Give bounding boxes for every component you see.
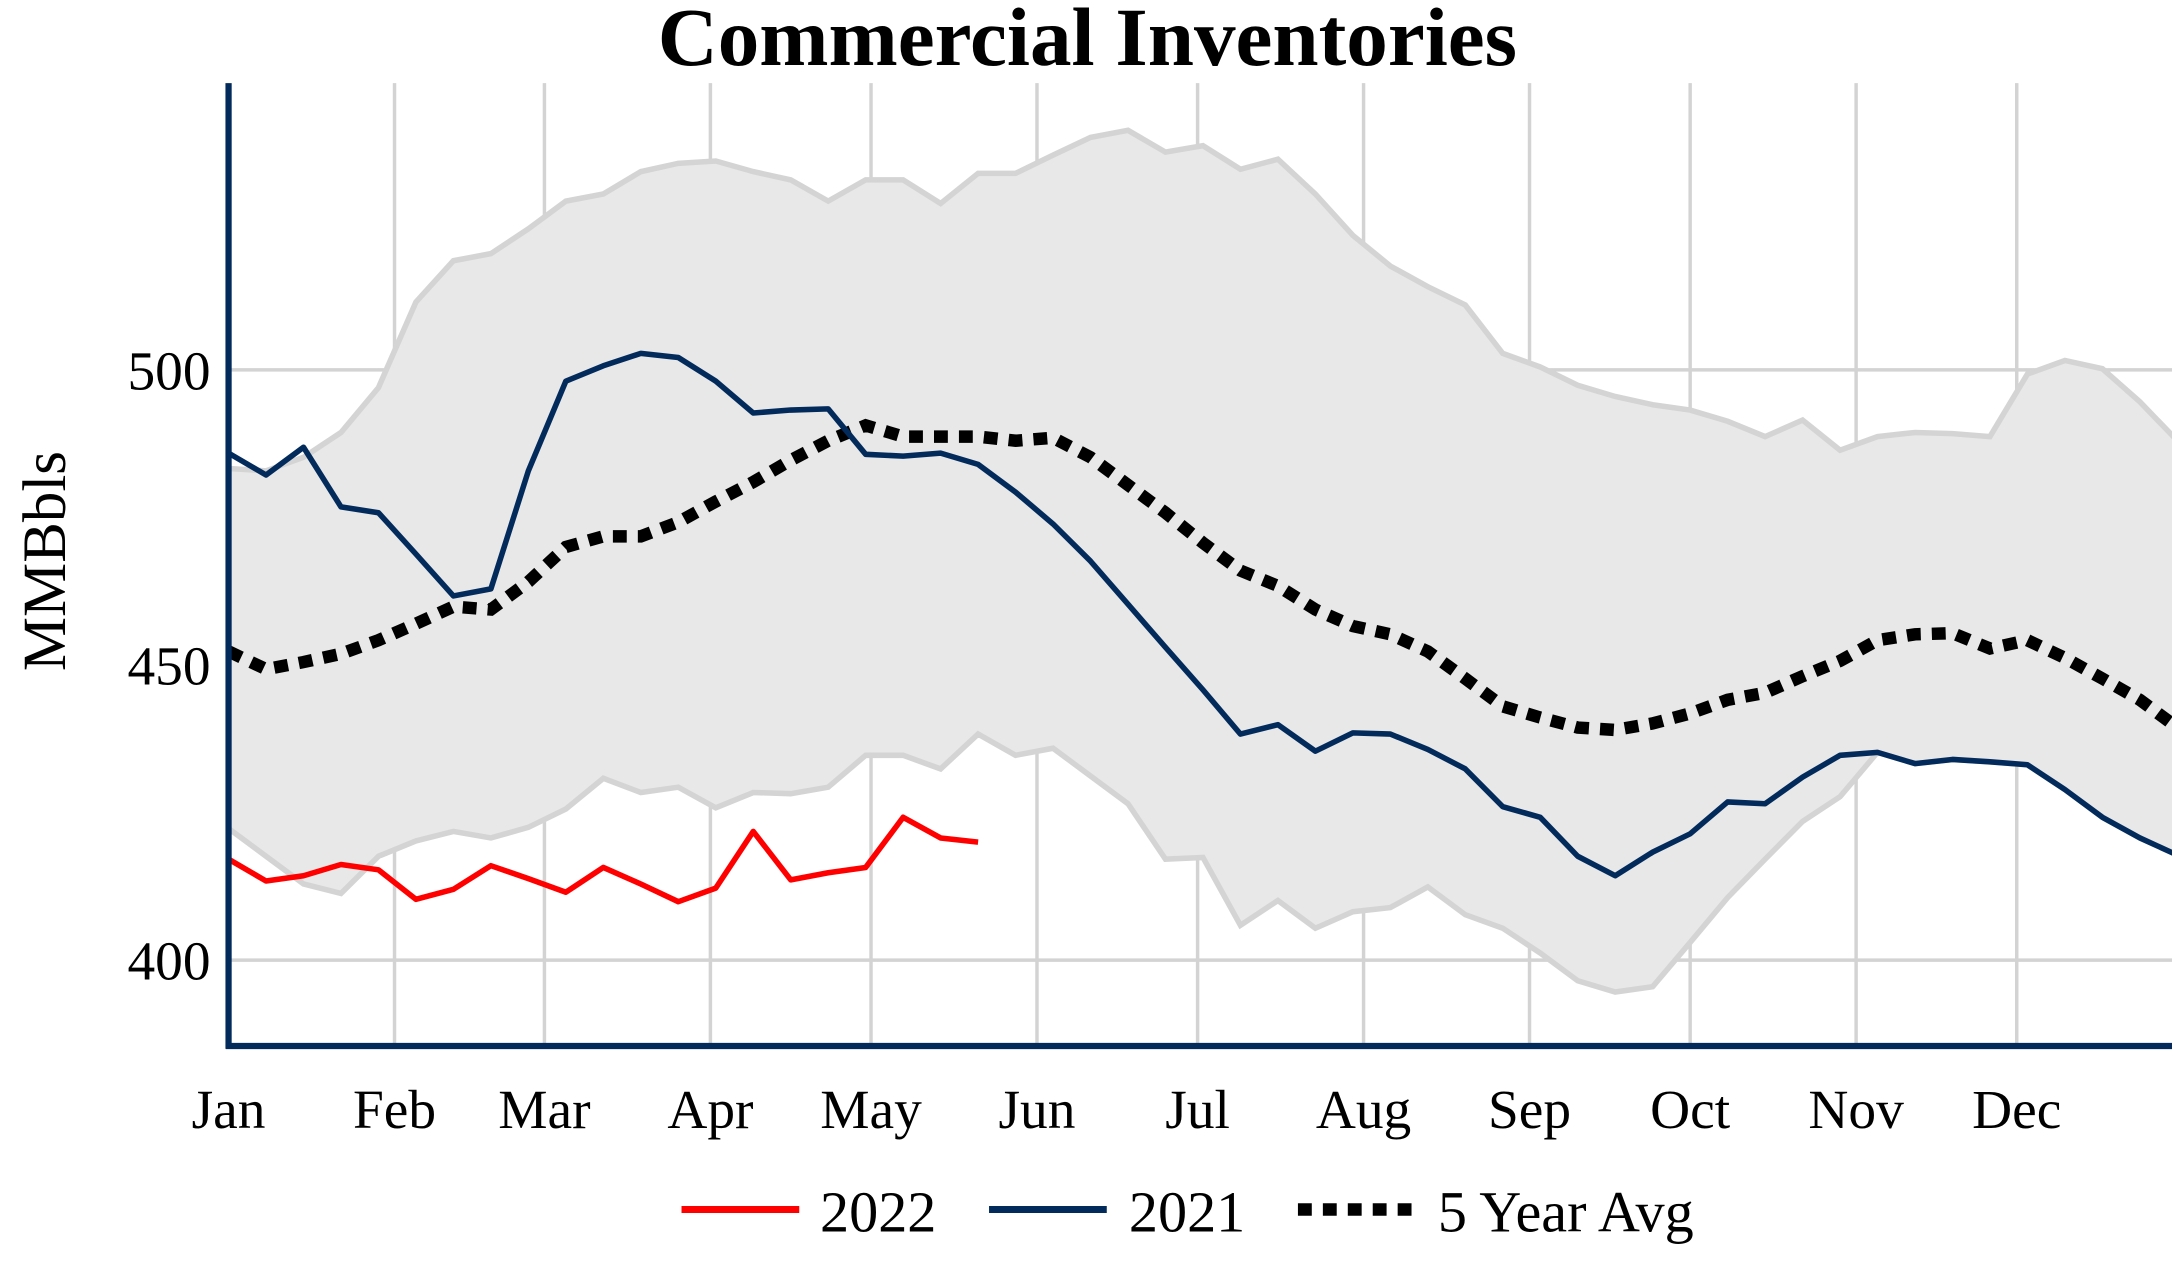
- range-band-lower: [228, 730, 2172, 995]
- legend: 2022 2021 5 Year Avg: [681, 1180, 1694, 1245]
- x-tick-label: Oct: [1650, 1079, 1731, 1140]
- x-tick-label: Feb: [353, 1079, 436, 1140]
- x-tick-label: Jun: [999, 1079, 1076, 1140]
- legend-item-2022: 2022: [681, 1180, 936, 1245]
- x-tick-label: Jul: [1165, 1079, 1230, 1140]
- legend-label: 5 Year Avg: [1438, 1180, 1694, 1245]
- x-tick-label: Apr: [667, 1079, 753, 1140]
- series-line-2022: [228, 814, 979, 905]
- legend-item-5-year-avg: 5 Year Avg: [1297, 1180, 1694, 1245]
- x-tick-label: Dec: [1972, 1079, 2061, 1140]
- y-tick-label: 400: [127, 931, 210, 992]
- axes: [225, 83, 2172, 1050]
- x-tick-label: Jan: [192, 1079, 266, 1140]
- series-line-2021: [228, 350, 2172, 879]
- legend-label: 2022: [820, 1180, 936, 1245]
- range-band-fill: [228, 130, 2172, 992]
- tick-labels: Jan Feb Mar Apr May Jun Jul Aug Sep Oct Nov Dec 400 4…: [127, 340, 2061, 1139]
- legend-item-2021: 2021: [989, 1180, 1245, 1245]
- series-lines: [228, 350, 2172, 905]
- y-axis-label: MMBbls: [12, 451, 79, 671]
- range-band: [228, 127, 2172, 995]
- series-line-5-year-avg: [228, 418, 2172, 737]
- x-tick-label: Aug: [1316, 1079, 1411, 1140]
- range-band-upper: [228, 127, 2172, 474]
- x-tick-label: Mar: [498, 1079, 590, 1140]
- y-tick-label: 450: [127, 635, 210, 696]
- legend-label: 2021: [1129, 1180, 1245, 1245]
- chart-title: Commercial Inventories: [658, 0, 1517, 83]
- x-tick-label: Sep: [1488, 1079, 1571, 1140]
- x-tick-label: May: [820, 1079, 922, 1140]
- y-tick-label: 500: [127, 340, 210, 401]
- x-tick-label: Nov: [1808, 1079, 1904, 1140]
